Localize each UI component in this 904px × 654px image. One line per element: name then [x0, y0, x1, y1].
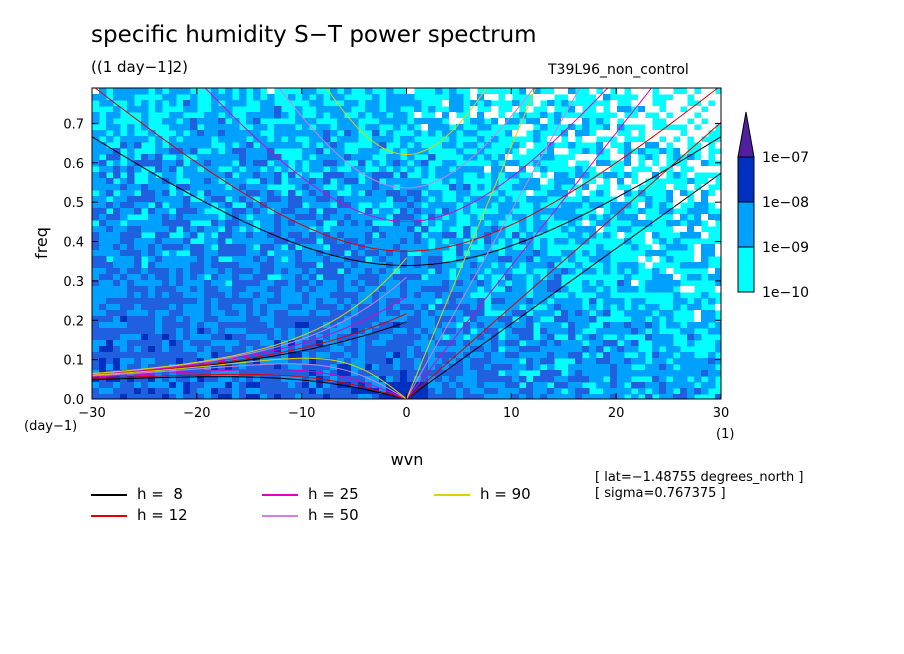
chart-title: specific humidity S−T power spectrum: [91, 22, 537, 48]
y-tick-label: 0.2: [63, 314, 84, 329]
y-tick-label: 0.1: [63, 354, 84, 369]
y-tick-label: 0.7: [63, 117, 84, 132]
colorbar-label: 1e−07: [762, 150, 809, 166]
colorbar-segment: [737, 156, 755, 203]
curve-12-0: [406, 122, 721, 399]
y-ticks: 0.0 0.1 0.2 0.3 0.4 0.5 0.6 0.7: [63, 117, 721, 408]
legend-label: h = 50: [308, 506, 359, 524]
y-tick-label: 0.4: [63, 236, 84, 251]
x-tick-label: 10: [503, 406, 520, 421]
curve-50-3: [278, 88, 535, 189]
curve-12-1: [92, 313, 407, 376]
y-tick-label: 0.5: [63, 196, 84, 211]
x-tick-label: −20: [183, 406, 210, 421]
curve-25-3: [204, 88, 609, 223]
colorbar: 1e−10 1e−09 1e−08 1e−07: [737, 111, 809, 301]
curve-8-3: [92, 136, 721, 266]
y-tick-label: 0.6: [63, 157, 84, 172]
curve-50-2: [92, 363, 407, 399]
curve-90-1: [92, 257, 407, 374]
curve-25-1: [92, 296, 407, 375]
colorbar-label: 1e−10: [762, 285, 809, 301]
x-axis-label: wvn: [391, 450, 424, 469]
legend-label: h = 8: [137, 485, 183, 503]
y-tick-label: 0.0: [63, 393, 84, 408]
legend-swatch: [91, 494, 127, 496]
curve-8-2: [92, 376, 407, 399]
dispersion-curves: [92, 88, 721, 399]
legend-label: h = 25: [308, 485, 359, 503]
curve-25-0: [406, 88, 653, 399]
legend-swatch: [262, 515, 298, 517]
run-name: T39L96_non_control: [548, 62, 689, 78]
colorbar-label: 1e−08: [762, 195, 809, 211]
y-unit-label: (day−1): [24, 419, 77, 434]
colorbar-arrow: [737, 111, 755, 158]
colorbar-label: 1e−09: [762, 240, 809, 256]
x-unit-label: (1): [716, 427, 734, 442]
colorbar-segment: [737, 246, 755, 293]
colorbar-segment: [737, 201, 755, 248]
curve-12-2: [92, 373, 407, 399]
sigma-info: [ sigma=0.767375 ]: [595, 486, 726, 501]
curve-50-0: [406, 88, 581, 399]
legend-swatch: [262, 494, 298, 496]
curve-8-0: [406, 172, 721, 399]
curve-90-2: [92, 357, 407, 399]
y-axis-label: freq: [32, 227, 51, 259]
legend-swatch: [434, 494, 470, 496]
x-tick-label: 20: [608, 406, 625, 421]
x-tick-label: 30: [713, 406, 730, 421]
latitude-info: [ lat=−1.48755 degrees_north ]: [595, 470, 804, 485]
curve-90-0: [406, 88, 537, 399]
curve-25-2: [92, 368, 407, 399]
legend-label: h = 12: [137, 506, 188, 524]
curve-12-3: [94, 88, 719, 252]
power-heatmap: [92, 88, 721, 399]
y-tick-label: 0.3: [63, 275, 84, 290]
x-tick-label: −30: [78, 406, 105, 421]
chart-subtitle: ((1 day−1]2): [91, 58, 188, 76]
curve-90-3: [326, 88, 487, 156]
legend-label: h = 90: [480, 485, 531, 503]
x-ticks: −30 −20 −10 0 10 20 30: [78, 88, 729, 421]
x-tick-label: −10: [288, 406, 315, 421]
legend-swatch: [91, 515, 127, 517]
x-tick-label: 0: [402, 406, 410, 421]
